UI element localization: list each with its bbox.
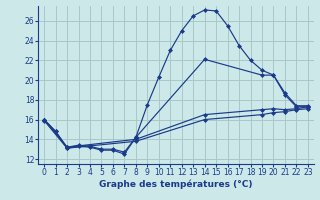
X-axis label: Graphe des températures (°C): Graphe des températures (°C) [99, 180, 253, 189]
